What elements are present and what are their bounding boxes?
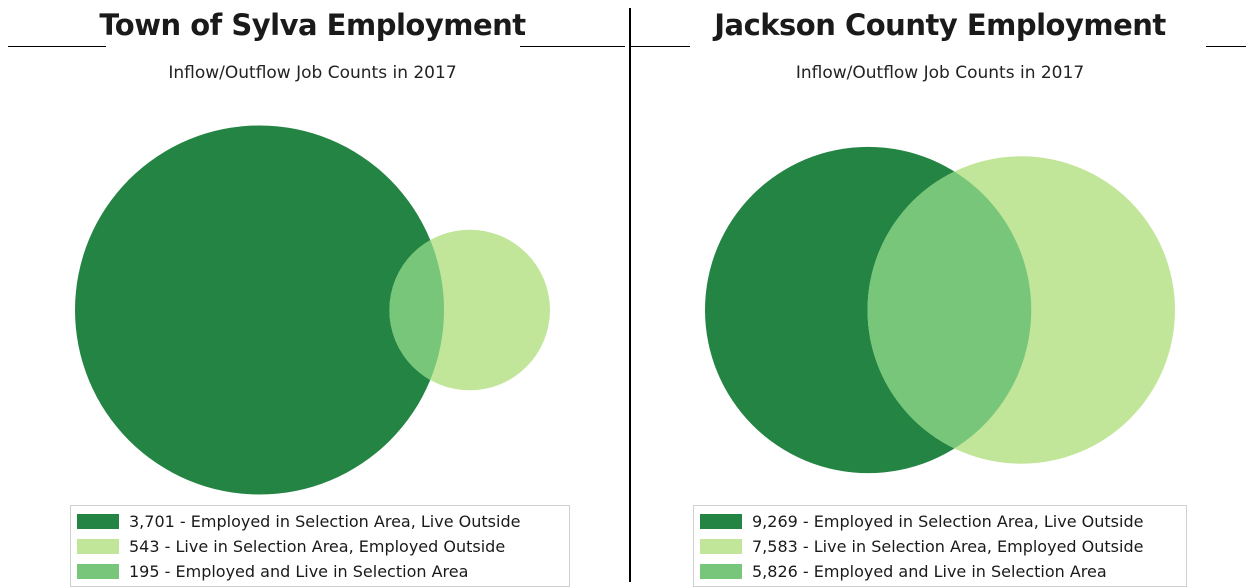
legend-swatch [700, 539, 742, 554]
legend-swatch [77, 539, 119, 554]
chart-panel-sylva: Town of Sylva Employment Inflow/Outflow … [0, 0, 625, 587]
legend-label: 5,826 - Employed and Live in Selection A… [752, 562, 1107, 581]
legend-item: 7,583 - Live in Selection Area, Employed… [700, 534, 1180, 559]
legend-swatch [700, 514, 742, 529]
panel-divider [629, 8, 631, 582]
legend: 9,269 - Employed in Selection Area, Live… [693, 505, 1187, 587]
legend-item: 543 - Live in Selection Area, Employed O… [77, 534, 563, 559]
venn-diagram [75, 125, 550, 495]
legend-swatch [77, 564, 119, 579]
legend-item: 195 - Employed and Live in Selection Are… [77, 559, 563, 584]
venn-diagram [705, 146, 1175, 474]
heading-rule-left [630, 46, 690, 47]
legend-item: 9,269 - Employed in Selection Area, Live… [700, 509, 1180, 534]
legend: 3,701 - Employed in Selection Area, Live… [70, 505, 570, 587]
legend-label: 7,583 - Live in Selection Area, Employed… [752, 537, 1144, 556]
chart-panel-jackson: Jackson County Employment Inflow/Outflow… [630, 0, 1250, 587]
heading-rule-left [8, 46, 106, 47]
legend-item: 5,826 - Employed and Live in Selection A… [700, 559, 1180, 584]
venn-overlap-region [867, 156, 1032, 464]
legend-label: 9,269 - Employed in Selection Area, Live… [752, 512, 1144, 531]
legend-label: 3,701 - Employed in Selection Area, Live… [129, 512, 521, 531]
legend-item: 3,701 - Employed in Selection Area, Live… [77, 509, 563, 534]
venn-circle-employed [75, 125, 445, 495]
chart-title: Inflow/Outflow Job Counts in 2017 [795, 63, 1085, 83]
heading-rule-right [1206, 46, 1246, 47]
venn-overlap-region [389, 229, 445, 391]
panel-heading: Jackson County Employment [714, 8, 1166, 42]
panel-heading: Town of Sylva Employment [99, 8, 526, 42]
legend-swatch [700, 564, 742, 579]
legend-label: 195 - Employed and Live in Selection Are… [129, 562, 469, 581]
chart-title: Inflow/Outflow Job Counts in 2017 [168, 63, 457, 83]
legend-label: 543 - Live in Selection Area, Employed O… [129, 537, 506, 556]
legend-swatch [77, 514, 119, 529]
heading-rule-right [520, 46, 625, 47]
